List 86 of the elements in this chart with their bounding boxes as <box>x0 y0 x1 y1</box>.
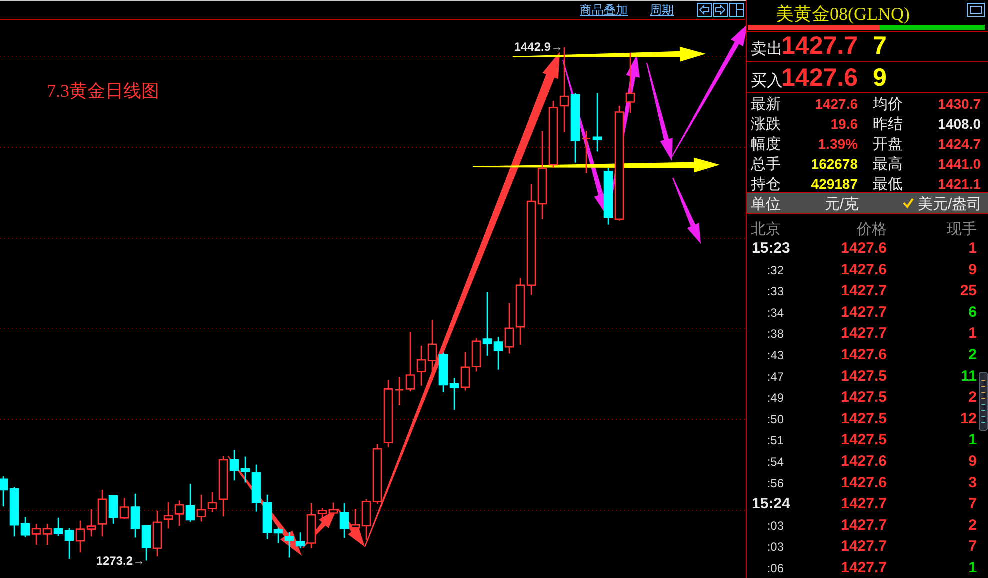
text: :03 <box>767 518 784 533</box>
text: :49 <box>767 391 784 406</box>
text: 1427.6 <box>841 453 887 470</box>
text: 1 <box>968 432 977 449</box>
text: :56 <box>767 476 784 490</box>
annotation: 1273.2→ <box>96 554 145 568</box>
text: 1427.7 <box>841 560 887 576</box>
text: 1427.5 <box>841 432 887 449</box>
text: 7 <box>968 538 977 556</box>
text: :47 <box>767 370 784 384</box>
text: :32 <box>767 263 784 278</box>
text: 单位 <box>751 196 781 213</box>
text: :50 <box>767 412 784 426</box>
text: 1430.7 <box>938 96 982 112</box>
text: 北京 <box>751 221 781 238</box>
text: 2 <box>968 346 977 364</box>
text: 3 <box>968 474 977 492</box>
text: 总手 <box>750 156 781 173</box>
text: 1427.6 <box>841 240 887 257</box>
text: 1427.7 <box>782 32 858 60</box>
text: 幅度 <box>751 136 781 153</box>
text: :54 <box>767 455 784 469</box>
text: 1.39% <box>818 136 859 152</box>
text: 1427.7 <box>841 282 887 300</box>
text: 卖出 <box>751 40 783 58</box>
text: 1427.7 <box>841 538 887 556</box>
text: 美元/盎司 <box>918 196 982 213</box>
text: :33 <box>767 284 784 299</box>
text: 开盘 <box>873 136 903 153</box>
text: 1421.1 <box>938 176 982 192</box>
text: 15:23 <box>752 240 790 257</box>
text: 162678 <box>811 156 858 172</box>
text: 1424.7 <box>938 136 982 152</box>
text: 12 <box>960 410 977 428</box>
text: 25 <box>960 282 977 300</box>
text: 昨结 <box>873 116 903 133</box>
text: 11 <box>961 368 977 385</box>
text: 现手 <box>947 221 977 238</box>
text: 最低 <box>873 176 903 193</box>
text: 1427.6 <box>815 96 858 112</box>
text: 2 <box>968 516 977 534</box>
text: 1427.7 <box>841 304 887 321</box>
text: 周期 <box>650 3 674 17</box>
text: 6 <box>968 304 977 321</box>
text: 9 <box>873 64 887 92</box>
text: 1 <box>968 560 977 576</box>
text: 19.6 <box>830 116 858 132</box>
text: :51 <box>767 434 784 448</box>
text: 15:24 <box>752 496 792 513</box>
text: :34 <box>767 306 784 320</box>
text: 9 <box>968 261 977 278</box>
text: 最高 <box>873 156 903 173</box>
text: :38 <box>767 327 784 342</box>
annotation: 1442.9→ <box>514 40 563 54</box>
text: 1427.6 <box>782 64 858 92</box>
text: 涨跌 <box>751 116 781 133</box>
text: 429187 <box>811 176 858 192</box>
text: 1427.5 <box>841 389 887 406</box>
text: 美黄金08(GLNQ) <box>776 4 910 24</box>
text: 7 <box>873 32 887 60</box>
text: 1441.0 <box>938 156 982 172</box>
text: 9 <box>968 453 977 470</box>
text: 1408.0 <box>938 116 982 132</box>
text: 最新 <box>751 96 781 113</box>
text: 1427.7 <box>841 516 887 534</box>
text: 1427.5 <box>841 410 887 428</box>
text: 1427.7 <box>841 496 887 513</box>
text: 1427.6 <box>841 474 887 492</box>
text: 1427.7 <box>841 325 887 342</box>
text: 价格 <box>856 221 887 238</box>
text: 持仓 <box>751 176 781 193</box>
text: 7 <box>968 496 977 513</box>
text: 7.3黄金日线图 <box>47 81 160 101</box>
text: 1 <box>968 240 977 257</box>
text: 买入 <box>751 72 783 90</box>
text: 1427.6 <box>841 261 887 278</box>
text: :03 <box>767 540 784 554</box>
text: 2 <box>968 389 977 406</box>
text: 1427.5 <box>841 368 887 385</box>
text: 1 <box>968 325 977 342</box>
text: 商品叠加 <box>580 3 628 17</box>
text: 元/克 <box>824 196 860 213</box>
text: 均价 <box>872 96 903 113</box>
text: :43 <box>767 348 784 362</box>
text: :06 <box>767 562 784 576</box>
text: 1427.6 <box>841 346 887 364</box>
